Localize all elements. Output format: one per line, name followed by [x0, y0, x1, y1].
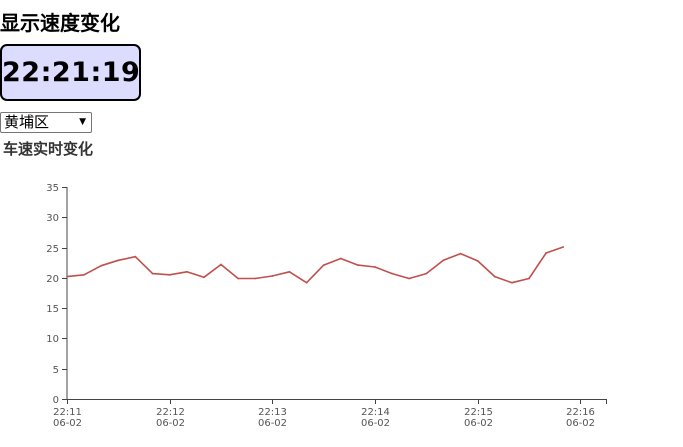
- x-tick-label: 22:12: [156, 407, 185, 418]
- speed-data-point: [476, 260, 479, 262]
- speed-series-line: [66, 246, 564, 284]
- speed-data-point: [254, 277, 257, 280]
- speed-data-point: [408, 277, 411, 280]
- speed-data-point: [237, 277, 240, 280]
- speed-data-point: [168, 273, 171, 276]
- speed-data-point: [83, 273, 85, 276]
- y-tick-label: 0: [53, 395, 59, 406]
- dropdown-arrow-icon: ▼: [79, 117, 86, 127]
- speed-data-point: [459, 252, 462, 255]
- x-tick-label: 06-02: [258, 418, 287, 429]
- speed-data-point: [442, 259, 445, 262]
- speed-data-point: [545, 252, 547, 254]
- speed-data-point: [185, 270, 188, 273]
- speed-data-point: [66, 275, 68, 278]
- speed-data-point: [374, 266, 376, 268]
- y-tick-label: 30: [46, 213, 59, 224]
- speed-data-point: [134, 255, 137, 258]
- x-tick-label: 22:11: [53, 407, 82, 418]
- speed-data-point: [339, 257, 342, 260]
- speed-data-point: [271, 275, 274, 277]
- speed-data-point: [203, 276, 205, 279]
- x-tick-label: 22:13: [258, 407, 287, 418]
- y-tick-label: 35: [46, 183, 59, 194]
- speed-data-point: [493, 275, 496, 278]
- speed-data-point: [562, 246, 565, 248]
- speed-data-point: [288, 270, 291, 273]
- page-title: 显示速度变化: [0, 11, 120, 35]
- x-tick-label: 22:15: [464, 407, 493, 418]
- y-tick-label: 10: [46, 334, 59, 345]
- speed-data-point: [117, 259, 120, 262]
- x-tick-label: 06-02: [361, 418, 390, 429]
- y-tick-label: 20: [46, 274, 59, 285]
- y-tick-label: 15: [46, 304, 59, 315]
- chart-title: 车速实时变化: [3, 140, 94, 158]
- speed-data-point: [305, 281, 308, 284]
- y-tick-label: 5: [53, 365, 59, 376]
- speed-data-point: [100, 264, 103, 267]
- speed-data-point: [357, 264, 359, 266]
- clock-display: 22:21:19: [0, 44, 141, 101]
- speed-data-point: [391, 272, 393, 275]
- x-tick-label: 06-02: [53, 418, 82, 429]
- x-tick-label: 06-02: [566, 418, 595, 429]
- speed-data-point: [322, 264, 325, 266]
- x-tick-label: 22:14: [361, 407, 390, 418]
- speed-data-point: [151, 272, 154, 275]
- speed-data-point: [220, 263, 222, 266]
- speed-data-point: [511, 281, 513, 284]
- speed-data-point: [425, 272, 428, 275]
- x-tick-label: 06-02: [156, 418, 185, 429]
- district-select-value: 黄埔区: [4, 113, 50, 131]
- district-select[interactable]: 黄埔区 ▼: [0, 112, 92, 133]
- y-tick-label: 25: [46, 244, 59, 255]
- x-tick-label: 06-02: [464, 418, 493, 429]
- speed-data-point: [528, 277, 530, 280]
- x-tick-label: 22:16: [566, 407, 595, 418]
